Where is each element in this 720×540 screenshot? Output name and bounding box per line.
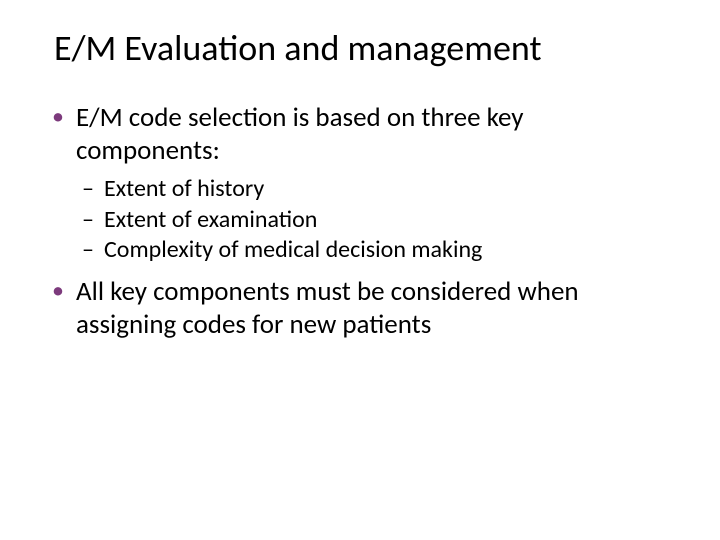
sub-bullet-group: Extent of history Extent of examination …: [48, 174, 672, 266]
bullet-l2-item: Extent of examination: [48, 205, 672, 236]
bullet-l2-text: Complexity of medical decision making: [104, 235, 482, 264]
bullet-l1-text: E/M code selection is based on three key…: [76, 101, 524, 167]
slide-title: E/M Evaluation and management: [54, 26, 672, 70]
bullet-l2-text: Extent of examination: [104, 205, 317, 234]
bullet-list: E/M code selection is based on three key…: [48, 102, 672, 342]
bullet-l2-text: Extent of history: [104, 174, 264, 203]
slide-container: E/M Evaluation and management E/M code s…: [0, 0, 720, 540]
bullet-l1-item: E/M code selection is based on three key…: [48, 102, 672, 168]
bullet-l1-text: All key components must be considered wh…: [76, 275, 579, 341]
bullet-l2-item: Complexity of medical decision making: [48, 235, 672, 266]
bullet-l1-item: All key components must be considered wh…: [48, 276, 672, 342]
bullet-l2-item: Extent of history: [48, 174, 672, 205]
